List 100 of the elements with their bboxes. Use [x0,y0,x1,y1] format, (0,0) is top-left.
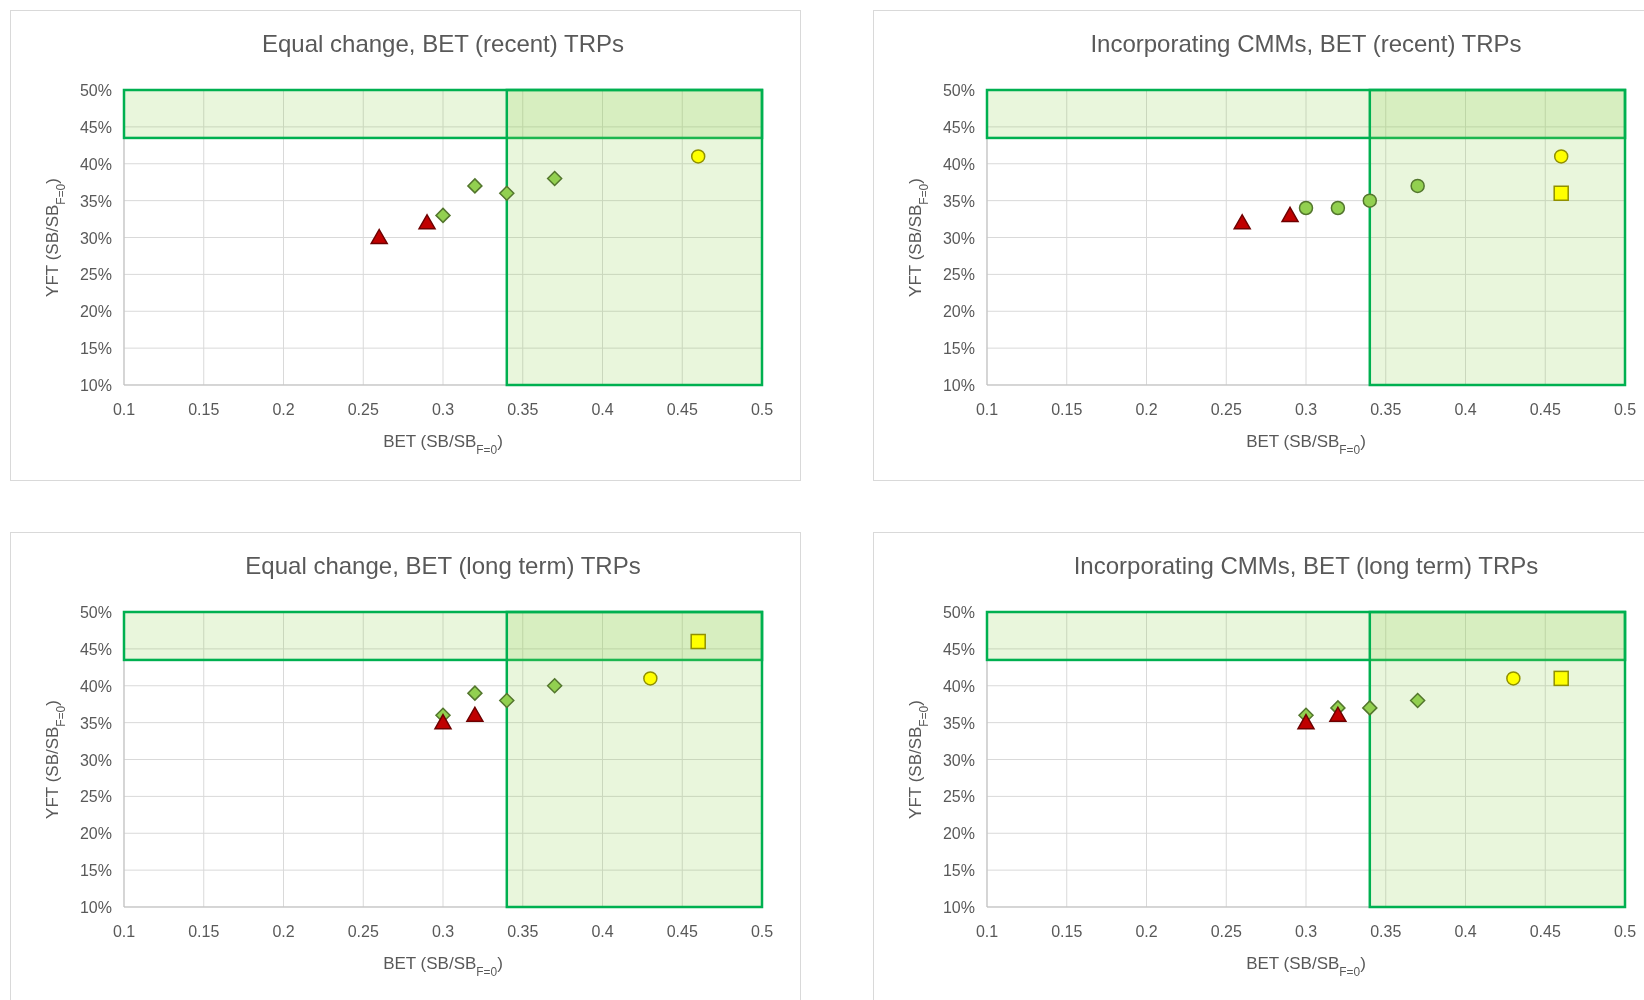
x-tick-label: 0.15 [1051,923,1083,940]
y-tick-label: 15% [942,862,975,880]
y-tick-label: 50% [79,604,112,621]
x-tick-label: 0.15 [188,923,220,940]
x-axis-title: BET (SB/SB$_{F=0}$) [383,432,503,457]
y-tick-label: 20% [79,825,112,843]
point [418,214,436,230]
point [467,685,483,701]
chart-title: Incorporating CMMs, BET (recent) TRPs [1090,30,1522,57]
x-tick-label: 0.5 [1613,401,1637,418]
x-tick-label: 0.3 [1294,923,1318,940]
y-tick-label: 40% [79,677,112,695]
x-tick-label: 0.3 [431,923,455,940]
x-tick-label: 0.35 [1370,401,1402,418]
x-tick-label: 0.4 [1454,401,1477,418]
point [466,706,484,722]
y-tick-label: 20% [942,303,975,321]
y-tick-label: 10% [79,899,112,916]
chart-title: Equal change, BET (recent) TRPs [262,30,624,57]
point [370,228,388,245]
x-tick-label: 0.35 [1370,923,1402,940]
x-tick-label: 0.45 [666,401,698,418]
y-tick-label: 35% [79,192,112,210]
y-tick-label: 20% [79,303,112,321]
point [1233,214,1251,230]
x-tick-label: 0.3 [1294,401,1318,418]
x-tick-label: 0.15 [188,401,220,418]
y-tick-label: 30% [79,229,112,247]
y-tick-label: 25% [942,788,975,806]
y-tick-label: 30% [942,229,975,247]
y-tick-label: 15% [942,340,975,358]
x-tick-label: 0.45 [1529,401,1561,418]
x-tick-label: 0.1 [112,923,136,940]
chart-title: Incorporating CMMs, BET (long term) TRPs [1073,552,1539,579]
y-tick-label: 50% [79,82,112,99]
x-tick-label: 0.5 [750,401,774,418]
y-tick-label: 20% [942,825,975,843]
x-tick-label: 0.5 [1613,923,1637,940]
x-axis-title: BET (SB/SB$_{F=0}$) [1246,954,1366,979]
point [1298,200,1314,216]
point [1281,206,1299,223]
point [467,178,483,194]
y-tick-label: 40% [942,155,975,173]
y-tick-label: 50% [942,82,975,99]
y-tick-label: 15% [79,340,112,358]
point [1362,193,1378,208]
chart-title: Equal change, BET (long term) TRPs [245,552,641,579]
y-tick-label: 45% [942,640,975,658]
y-tick-label: 35% [79,714,112,732]
x-tick-label: 0.5 [750,923,774,940]
point [434,713,452,730]
y-tick-label: 25% [79,788,112,806]
y-tick-label: 40% [79,155,112,173]
y-tick-label: 10% [942,899,975,916]
x-tick-label: 0.2 [1135,401,1158,418]
point [546,678,563,694]
y-tick-label: 10% [79,377,112,394]
point [1410,178,1425,194]
point [499,692,515,709]
x-axis-title: BET (SB/SB$_{F=0}$) [383,954,503,979]
x-tick-label: 0.2 [272,401,295,418]
point [690,633,706,650]
point [643,671,658,686]
y-tick-label: 35% [942,192,975,210]
y-tick-label: 35% [942,714,975,732]
point [1553,149,1569,164]
x-tick-label: 0.4 [1454,923,1477,940]
x-tick-label: 0.2 [1135,923,1158,940]
x-tick-label: 0.25 [1210,923,1242,940]
y-tick-label: 30% [79,751,112,769]
y-tick-label: 25% [942,266,975,284]
y-tick-label: 50% [942,604,975,621]
x-tick-label: 0.1 [112,401,136,418]
x-tick-label: 0.3 [431,401,455,418]
x-tick-label: 0.2 [272,923,295,940]
point [690,149,706,164]
x-tick-label: 0.4 [591,923,614,940]
point [1330,200,1346,216]
point [435,207,451,224]
x-tick-label: 0.25 [347,923,379,940]
x-tick-label: 0.15 [1051,401,1083,418]
y-tick-label: 40% [942,677,975,695]
x-tick-label: 0.45 [666,923,698,940]
x-tick-label: 0.45 [1529,923,1561,940]
x-tick-label: 0.25 [1210,401,1242,418]
x-tick-label: 0.35 [507,923,539,940]
x-tick-label: 0.1 [975,923,999,940]
x-tick-label: 0.25 [347,401,379,418]
point [546,170,563,187]
y-tick-label: 45% [79,640,112,658]
y-tick-label: 45% [79,118,112,136]
point [1553,185,1569,201]
x-axis-title: BET (SB/SB$_{F=0}$) [1246,432,1366,457]
y-tick-label: 25% [79,266,112,284]
y-tick-label: 10% [942,377,975,394]
y-tick-label: 15% [79,862,112,880]
point [499,185,515,201]
x-tick-label: 0.35 [507,401,539,418]
x-tick-label: 0.4 [591,401,614,418]
y-tick-label: 45% [942,118,975,136]
